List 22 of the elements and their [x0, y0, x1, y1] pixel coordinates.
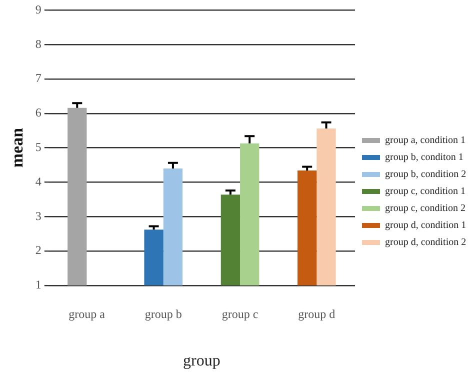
y-tick-label: 8	[35, 36, 42, 51]
y-axis-title: mean	[8, 127, 27, 168]
legend-label: group d, condition 2	[385, 237, 466, 248]
legend-label: group c, condition 2	[385, 203, 466, 214]
y-tick-label: 9	[35, 2, 42, 16]
x-tick-label: group c	[222, 306, 258, 321]
legend-label: group a, condition 1	[385, 135, 466, 146]
y-tick-label: 1	[35, 278, 42, 292]
x-tick-label: group b	[144, 306, 182, 321]
y-tick-label: 5	[35, 140, 42, 154]
y-tick-label: 7	[35, 71, 42, 86]
x-axis-title: group	[183, 352, 220, 370]
legend-label: group b, condition 2	[385, 169, 466, 180]
legend-label: group d, condition 1	[385, 220, 466, 232]
y-tick-label: 6	[35, 106, 42, 120]
legend-label: group c, condition 1	[385, 186, 466, 198]
legend-label: group b, conditon 1	[385, 152, 464, 164]
x-tick-label: group a	[68, 306, 106, 321]
x-tick-label: group d	[298, 306, 336, 321]
y-tick-label: 3	[35, 208, 42, 223]
y-tick-label: 2	[35, 243, 42, 258]
y-tick-label: 4	[35, 174, 42, 188]
